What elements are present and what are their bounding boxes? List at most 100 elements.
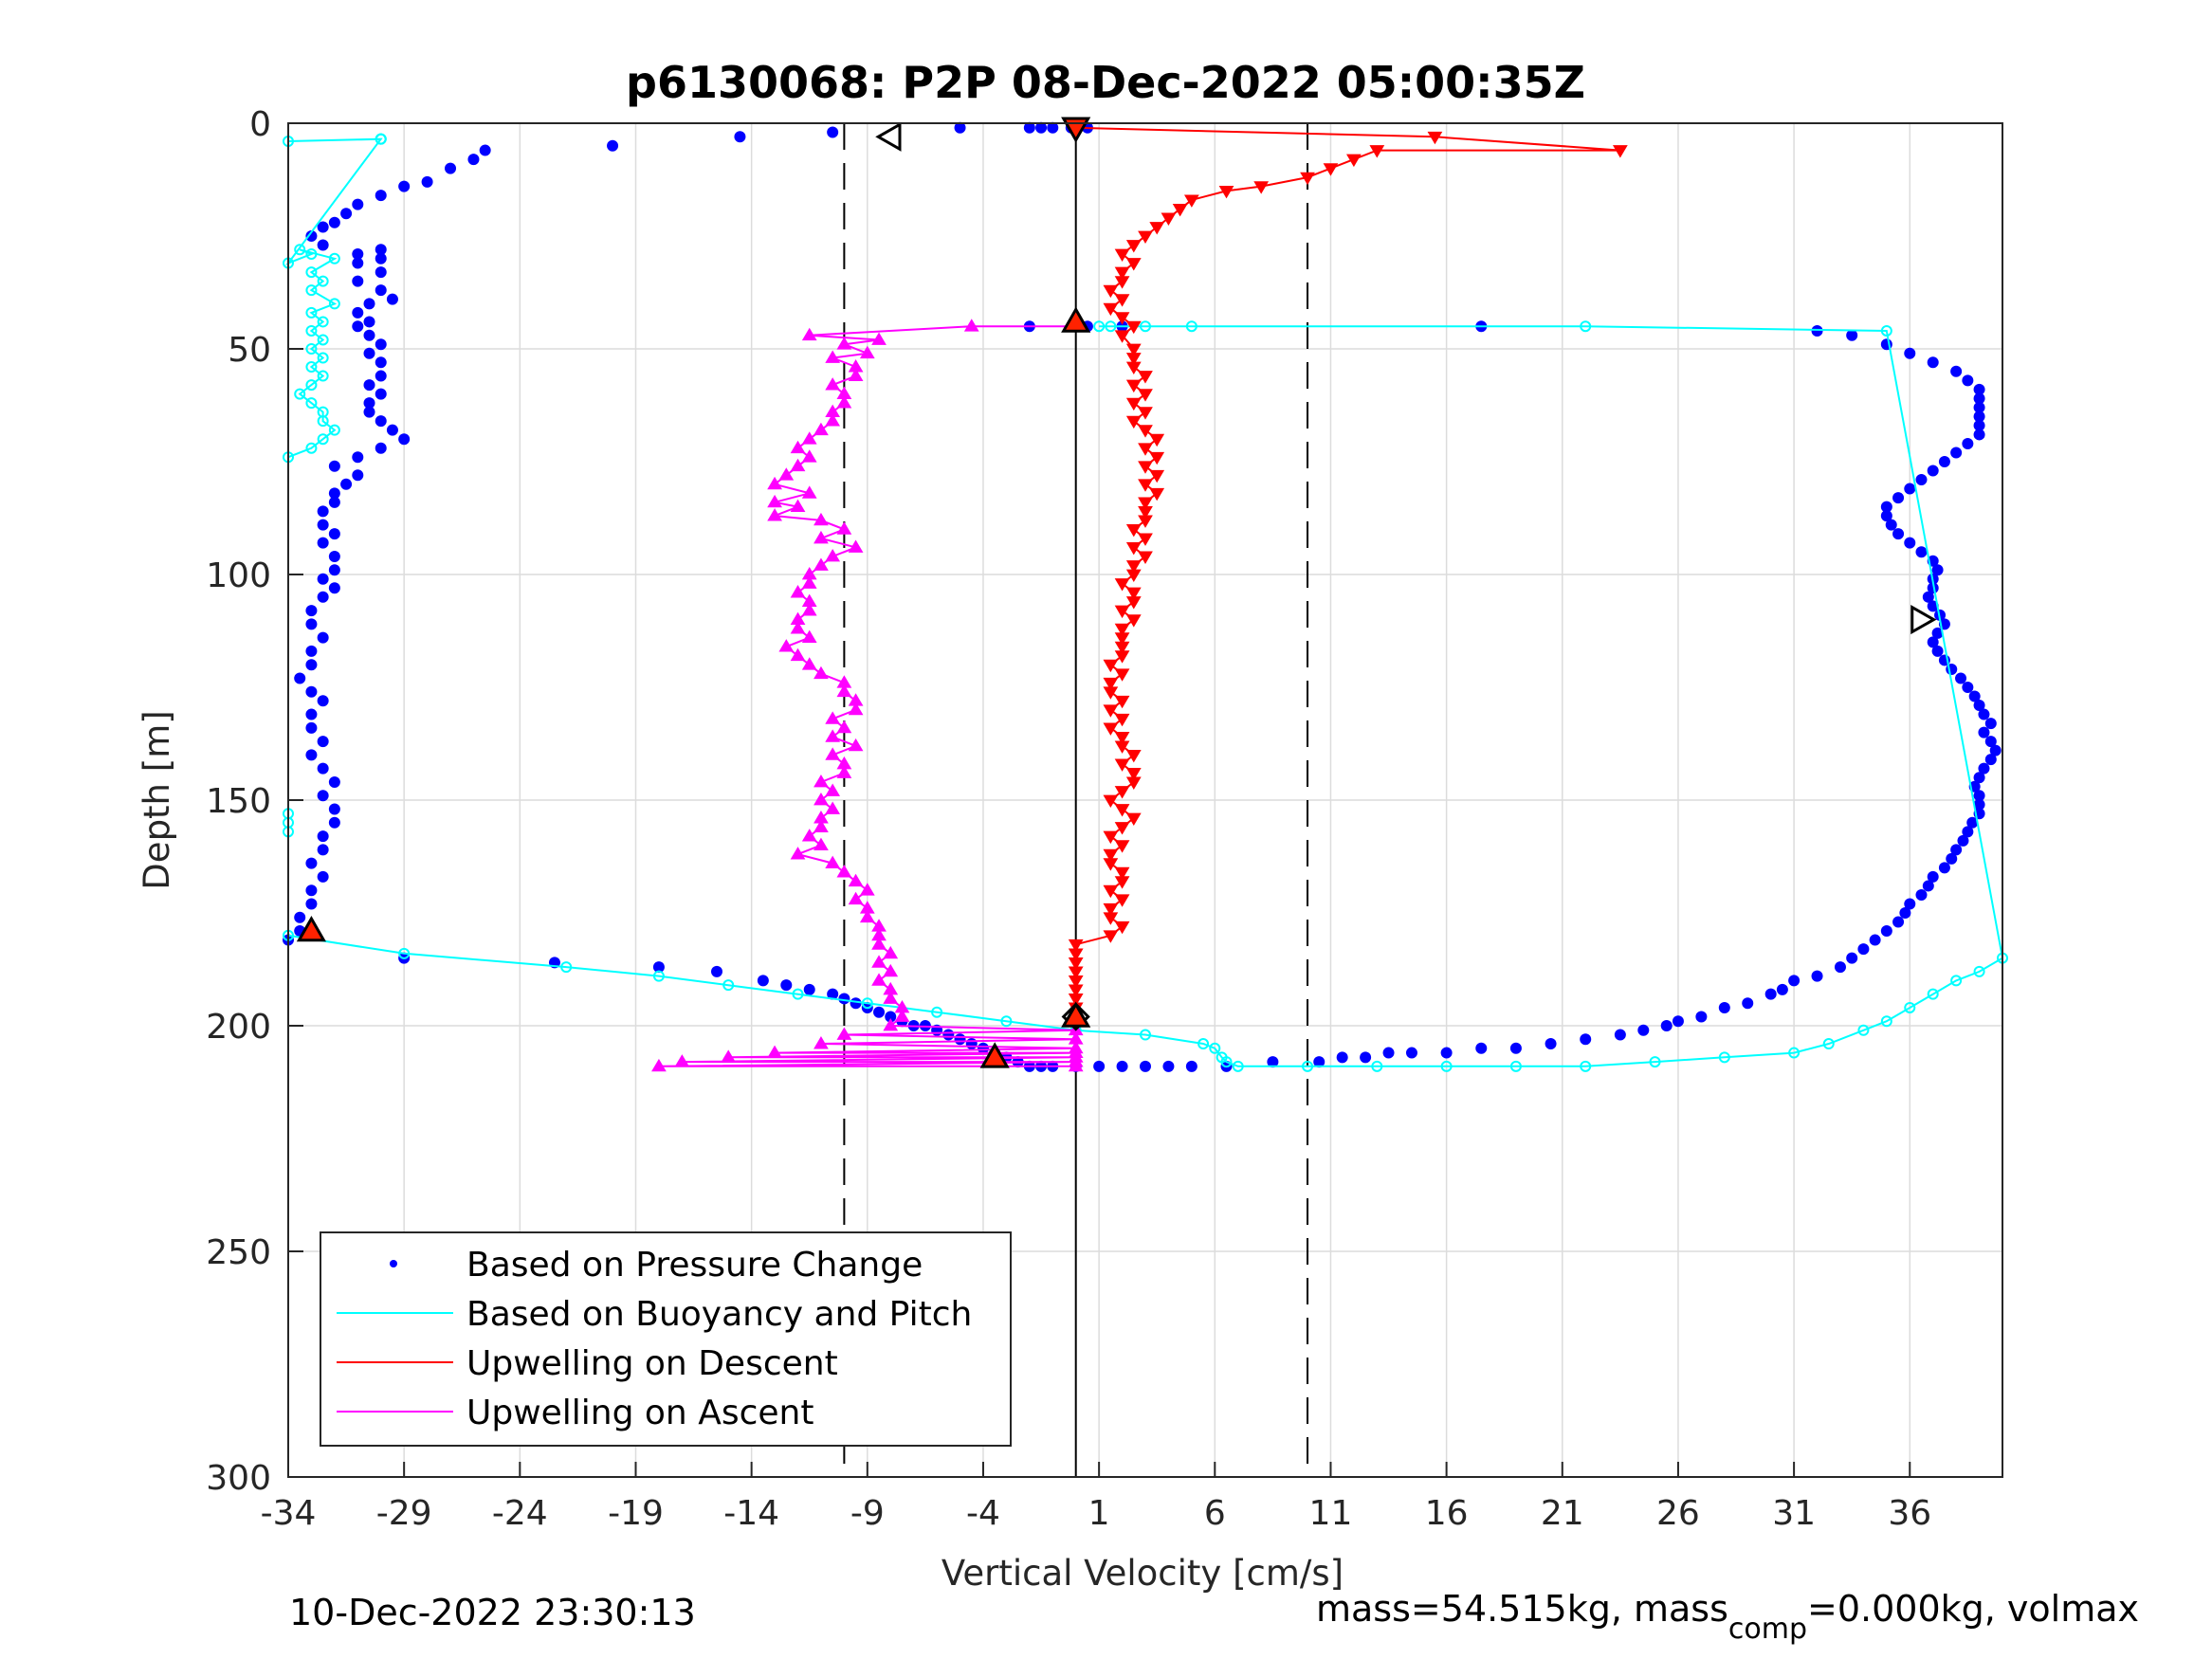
series-3-point-16 (790, 440, 806, 454)
series-3-point-33 (790, 585, 806, 598)
series-3-point-3 (871, 332, 887, 345)
series-3-point-22 (767, 494, 782, 508)
series-2-point-50 (1125, 569, 1142, 582)
legend-label-ascent: Upwelling on Ascent (466, 1394, 814, 1432)
y-tick-label-1: 50 (228, 331, 271, 370)
series-0-point-47 (328, 460, 340, 472)
series-0-point-14 (375, 190, 387, 202)
series-0-point-24 (352, 257, 364, 269)
series-0-point-183 (1927, 600, 1939, 612)
series-1-point-11 (328, 298, 340, 310)
series-2-point-26 (1125, 353, 1142, 366)
legend-label-descent: Upwelling on Descent (466, 1344, 838, 1383)
series-1-point-49 (1371, 1060, 1383, 1072)
series-2-point-80 (1114, 840, 1130, 853)
series-2-point-91 (1068, 939, 1084, 953)
series-3-point-42 (814, 665, 829, 680)
x-tick-label-3: -19 (608, 1494, 664, 1533)
series-0-point-67 (305, 685, 318, 698)
series-0-point-162 (1973, 790, 1985, 802)
series-0-point-139 (1764, 988, 1777, 1000)
series-0-point-104 (942, 1029, 955, 1041)
series-2-point-39 (1149, 469, 1165, 483)
series-1-point-14 (305, 324, 318, 337)
series-0-point-149 (1899, 907, 1911, 919)
series-0-point-28 (386, 293, 398, 305)
series-0-point-157 (1957, 834, 1969, 847)
series-0-point-34 (375, 338, 387, 351)
series-2-point-11 (1161, 212, 1177, 226)
series-1-point-40 (1000, 1015, 1013, 1028)
series-0-point-31 (363, 316, 375, 328)
series-0-point-209 (1950, 365, 1963, 377)
series-1-point-25 (328, 424, 340, 436)
series-0-point-51 (328, 496, 340, 508)
series-1 (283, 133, 2008, 1072)
marker-1 (875, 121, 902, 152)
x-tick-label-0: -34 (261, 1494, 317, 1533)
series-1-point-22 (305, 397, 318, 410)
series-2-point-69 (1114, 740, 1130, 754)
x-tick-labels: -34 -29 -24 -19 -14 -9 -4 1 6 11 16 21 26 31 36 (261, 1494, 1932, 1533)
series-2-point-89 (1114, 921, 1130, 935)
x-axis-label: Vertical Velocity [cm/s] (941, 1553, 1344, 1594)
series-0-point-170 (1984, 718, 1997, 730)
series-0-point-196 (1904, 483, 1916, 495)
series-0-point-156 (1950, 844, 1963, 856)
series-2-point-32 (1138, 407, 1153, 420)
series-1-point-50 (1440, 1060, 1453, 1072)
series-0-point-191 (1892, 528, 1905, 540)
series-0-point-214 (1811, 324, 1823, 337)
series-2-point-35 (1149, 433, 1165, 447)
series-0-point-66 (294, 672, 306, 684)
series-0-point-29 (363, 298, 375, 310)
series-0-point-70 (305, 721, 318, 734)
series-2-point-71 (1114, 758, 1130, 772)
series-2-point-63 (1103, 686, 1119, 700)
series-3-point-15 (801, 431, 817, 445)
series-0-point-138 (1742, 997, 1754, 1010)
series-1-point-33 (398, 947, 411, 959)
series-3-point-93 (651, 1058, 667, 1072)
series-1-point-34 (560, 961, 573, 974)
series-0-point-117 (1140, 1060, 1151, 1072)
series-2-point-82 (1103, 858, 1119, 871)
series-3-point-78 (883, 991, 899, 1004)
series-3-point-37 (790, 621, 806, 634)
series-0-point-95 (838, 993, 850, 1005)
series-0-point-83 (305, 898, 318, 910)
series-2-point-19 (1103, 284, 1119, 299)
footer-mass-sub: comp (1728, 1613, 1807, 1646)
series-2-point-6 (1300, 172, 1315, 186)
series-3-point-76 (871, 973, 887, 986)
series-0-point-41 (363, 406, 375, 418)
series-3-point-63 (825, 855, 841, 869)
series-2-point-3 (1369, 145, 1385, 158)
series-2-point-30 (1138, 389, 1153, 402)
series-2-point-84 (1114, 876, 1130, 889)
series-1-point-17 (317, 352, 329, 364)
series-0-point-7 (734, 131, 746, 143)
series-3-point-49 (825, 729, 841, 742)
series-0-point-45 (375, 442, 387, 454)
x-tick-label-5: -9 (850, 1494, 885, 1533)
series-2-point-74 (1114, 786, 1130, 799)
series-0-point-203 (1973, 419, 1985, 431)
series-2-point-58 (1114, 641, 1130, 655)
series-3-point-2 (801, 327, 817, 341)
series-2-point-70 (1125, 750, 1142, 763)
series-0-point-53 (317, 519, 329, 531)
series-0-point-213 (1846, 329, 1858, 341)
series-1-point-27 (305, 442, 318, 454)
series-0-point-60 (317, 591, 329, 603)
x-tick-label-6: -4 (966, 1494, 1000, 1533)
series-1-point-59 (1904, 1001, 1916, 1013)
series-2-point-59 (1114, 650, 1130, 664)
series-0-point-118 (1162, 1060, 1175, 1072)
series-0-point-125 (1382, 1047, 1395, 1059)
series-layer (283, 121, 2008, 1072)
series-3-point-25 (814, 512, 829, 526)
series-2-point-12 (1149, 222, 1165, 235)
series-2-point-21 (1103, 302, 1119, 317)
